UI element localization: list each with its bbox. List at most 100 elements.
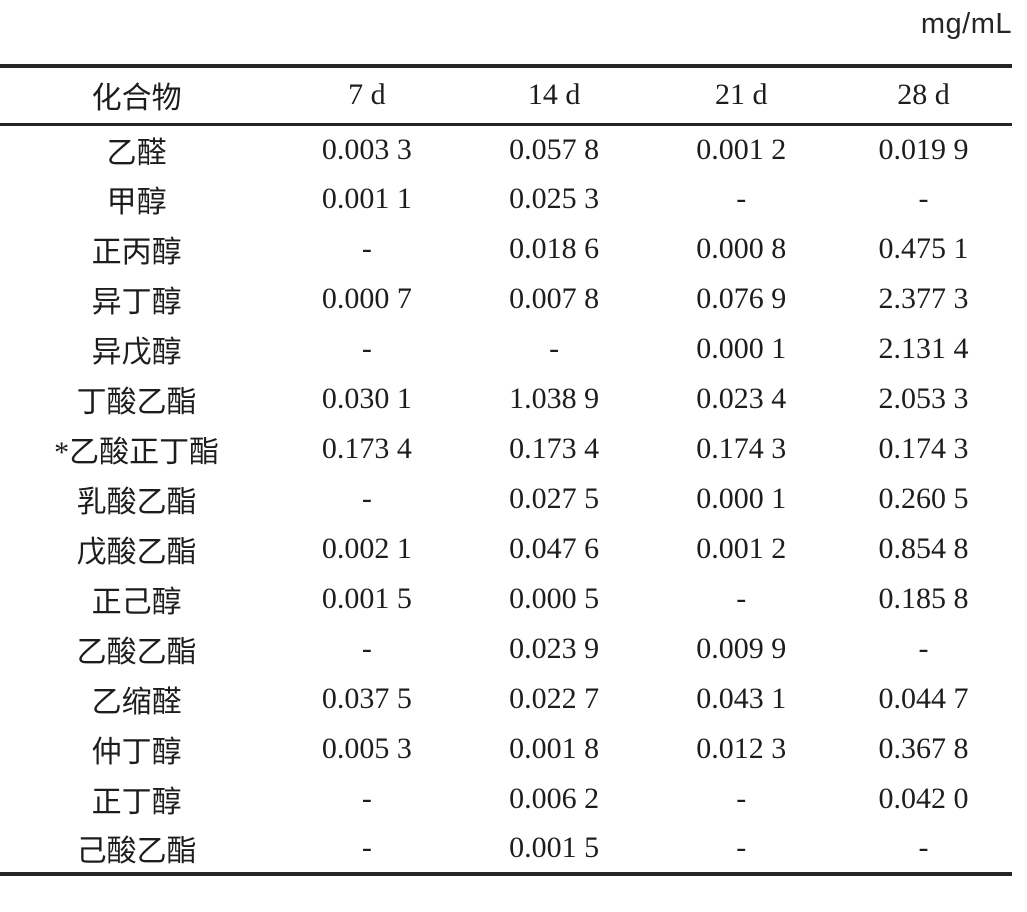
value-cell: 0.185 8 (878, 582, 969, 615)
column-header-7d: 7 d (273, 66, 461, 126)
value-cell: - (361, 831, 372, 864)
value-cell: 0.018 6 (509, 232, 600, 265)
value-cell: 0.001 2 (696, 132, 787, 166)
value-cell: 0.023 9 (509, 632, 600, 665)
value-cell: 0.174 3 (878, 432, 969, 465)
value-cell: 0.019 9 (878, 132, 969, 166)
value-cell: 0.000 7 (321, 282, 412, 315)
value-cell: 0.042 0 (878, 782, 969, 815)
value-cell: 0.025 3 (509, 182, 600, 215)
unit-label: mg/mL (920, 8, 1012, 40)
value-cell: 0.057 8 (509, 132, 600, 166)
value-cell: - (736, 831, 747, 864)
table-row: 乙酸乙酯 - 0.023 9 0.009 9 - (0, 624, 1012, 674)
compound-name-cell: 仲丁醇 (91, 736, 182, 769)
table-row: 乙缩醛 0.037 5 0.022 7 0.043 1 0.044 7 (0, 674, 1012, 724)
value-cell: 0.260 5 (878, 482, 969, 515)
compound-table: 化合物 7 d 14 d 21 d 28 d 乙醛 0.003 3 0.057 8 0… (0, 64, 1012, 876)
value-cell: - (361, 332, 372, 365)
value-cell: 0.003 3 (321, 132, 412, 166)
compound-name-cell: 异戊醇 (91, 336, 182, 369)
table-row: 甲醇 0.001 1 0.025 3 - - (0, 174, 1012, 224)
compound-name-cell: 正丁醇 (91, 786, 182, 819)
value-cell: - (736, 782, 747, 815)
value-cell: 0.009 9 (696, 632, 787, 665)
value-cell: - (361, 782, 372, 815)
value-cell: 0.007 8 (509, 282, 600, 315)
table-row: 仲丁醇 0.005 3 0.001 8 0.012 3 0.367 8 (0, 724, 1012, 774)
table-row: 正丁醇 - 0.006 2 - 0.042 0 (0, 774, 1012, 824)
value-cell: 0.076 9 (696, 282, 787, 315)
table-row: 丁酸乙酯 0.030 1 1.038 9 0.023 4 2.053 3 (0, 374, 1012, 424)
value-cell: 0.030 1 (321, 382, 412, 415)
value-cell: 0.173 4 (321, 432, 412, 465)
value-cell: 0.854 8 (878, 532, 969, 565)
value-cell: 0.022 7 (509, 682, 600, 715)
table-row: 乳酸乙酯 - 0.027 5 0.000 1 0.260 5 (0, 474, 1012, 524)
value-cell: 0.001 5 (509, 831, 600, 864)
value-cell: - (918, 632, 929, 665)
value-cell: 0.174 3 (696, 432, 787, 465)
compound-name-cell: 戊酸乙酯 (76, 536, 197, 569)
column-header-compound: 化合物 (0, 66, 274, 126)
compound-name-cell: *乙酸正丁酯 (54, 436, 220, 469)
table-row: 己酸乙酯 - 0.001 5 - - (0, 824, 1012, 874)
compound-name-cell: 乙醛 (106, 136, 167, 170)
column-header-21d: 21 d (647, 66, 835, 126)
compound-name-cell: 甲醇 (106, 186, 167, 219)
value-cell: 1.038 9 (509, 382, 600, 415)
value-cell: - (918, 182, 929, 215)
value-cell: 0.044 7 (878, 682, 969, 715)
compound-name-cell: 乙缩醛 (91, 686, 182, 719)
compound-name-cell: 乳酸乙酯 (76, 486, 197, 519)
column-header-14d: 14 d (460, 66, 648, 126)
value-cell: 0.000 5 (509, 582, 600, 615)
value-cell: 0.475 1 (878, 232, 969, 265)
value-cell: 0.001 2 (696, 532, 787, 565)
table-row: 戊酸乙酯 0.002 1 0.047 6 0.001 2 0.854 8 (0, 524, 1012, 574)
value-cell: 0.001 5 (321, 582, 412, 615)
value-cell: 0.173 4 (509, 432, 600, 465)
table-row: 异丁醇 0.000 7 0.007 8 0.076 9 2.377 3 (0, 274, 1012, 324)
value-cell: - (736, 582, 747, 615)
value-cell: 0.006 2 (509, 782, 600, 815)
value-cell: - (918, 831, 929, 864)
value-cell: 0.000 1 (696, 482, 787, 515)
value-cell: 0.005 3 (321, 732, 412, 765)
value-cell: 0.047 6 (509, 532, 600, 565)
value-cell: 0.012 3 (696, 732, 787, 765)
value-cell: 0.001 8 (509, 732, 600, 765)
compound-name-cell: 丁酸乙酯 (76, 386, 197, 419)
value-cell: 0.002 1 (321, 532, 412, 565)
table-body: 乙醛 0.003 3 0.057 8 0.001 2 0.019 9 甲醇 0.001 1 0… (0, 124, 1012, 874)
value-cell: - (361, 232, 372, 265)
value-cell: - (549, 332, 560, 365)
table-row: 异戊醇 - - 0.000 1 2.131 4 (0, 324, 1012, 374)
compound-name-cell: 正丙醇 (91, 236, 182, 269)
value-cell: 0.037 5 (321, 682, 412, 715)
value-cell: 0.043 1 (696, 682, 787, 715)
table-row: 正己醇 0.001 5 0.000 5 - 0.185 8 (0, 574, 1012, 624)
table-row: 乙醛 0.003 3 0.057 8 0.001 2 0.019 9 (0, 124, 1012, 174)
value-cell: 0.027 5 (509, 482, 600, 515)
value-cell: - (736, 182, 747, 215)
value-cell: - (361, 482, 372, 515)
value-cell: 2.377 3 (878, 282, 969, 315)
value-cell: 0.367 8 (878, 732, 969, 765)
compound-name-cell: 己酸乙酯 (76, 835, 197, 868)
compound-name-cell: 正己醇 (91, 586, 182, 619)
compound-name-cell: 乙酸乙酯 (76, 636, 197, 669)
value-cell: - (361, 632, 372, 665)
column-header-28d: 28 d (834, 66, 1012, 126)
value-cell: 0.000 1 (696, 332, 787, 365)
value-cell: 2.131 4 (878, 332, 969, 365)
value-cell: 2.053 3 (878, 382, 969, 415)
table-row: *乙酸正丁酯 0.173 4 0.173 4 0.174 3 0.174 3 (0, 424, 1012, 474)
compound-name-cell: 异丁醇 (91, 286, 182, 319)
value-cell: 0.000 8 (696, 232, 787, 265)
table-header: 化合物 7 d 14 d 21 d 28 d (0, 66, 1012, 126)
value-cell: 0.001 1 (321, 182, 412, 215)
table-row: 正丙醇 - 0.018 6 0.000 8 0.475 1 (0, 224, 1012, 274)
header-row: 化合物 7 d 14 d 21 d 28 d (0, 66, 1012, 126)
